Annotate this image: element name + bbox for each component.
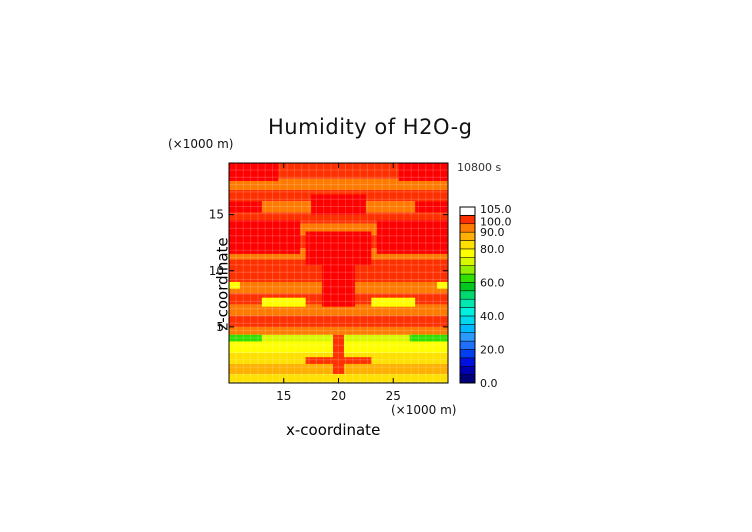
colorbar-segment	[459, 215, 476, 225]
humidity-patch	[371, 297, 416, 307]
humidity-band	[229, 304, 448, 316]
colorbar-segment	[459, 307, 476, 317]
y-axis-ticks: 5 10 15	[209, 208, 448, 334]
humidity-band	[229, 326, 448, 335]
colorbar-segment	[459, 298, 476, 308]
x-tick-label: 25	[386, 389, 401, 403]
colorbar-label: 90.0	[480, 226, 505, 239]
colorbar-label: 105.0	[480, 203, 512, 216]
humidity-patch	[229, 201, 262, 213]
humidity-patch	[398, 163, 448, 181]
humidity-band	[229, 315, 448, 327]
y-tick-label: 15	[209, 208, 224, 222]
humidity-patch	[229, 334, 262, 342]
x-tick-label: 20	[331, 389, 346, 403]
humidity-patch	[376, 220, 448, 254]
colorbar-segment	[459, 290, 476, 300]
x-axis-ticks: 15 20 25	[276, 163, 401, 403]
colorbar-segment	[459, 248, 476, 258]
colorbar-segment	[459, 374, 476, 384]
colorbar-label: 60.0	[480, 276, 505, 289]
humidity-patch	[437, 281, 448, 289]
colorbar-segment	[459, 223, 476, 233]
humidity-band	[229, 212, 448, 224]
colorbar-segment	[459, 273, 476, 283]
colorbar-segment	[459, 357, 476, 367]
colorbar-segment	[459, 240, 476, 250]
humidity-patch	[305, 357, 372, 364]
chart-title: Humidity of H2O-g	[268, 115, 473, 139]
humidity-band	[229, 223, 448, 235]
colorbar-frame	[459, 206, 476, 384]
humidity-patch	[311, 194, 366, 215]
x-axis-unit: (×1000 m)	[391, 403, 457, 417]
humidity-patch	[409, 334, 448, 342]
colorbar-label: 80.0	[480, 243, 505, 256]
colorbar-segment	[459, 315, 476, 325]
colorbar-segment	[459, 282, 476, 292]
y-axis-unit: (×1000 m)	[168, 137, 234, 151]
humidity-patch	[305, 231, 372, 266]
colorbar-segment	[459, 324, 476, 333]
y-tick-label: 5	[216, 320, 224, 334]
x-axis-label: x-coordinate	[286, 421, 381, 439]
humidity-patch	[261, 297, 306, 307]
colorbar-segment	[459, 265, 476, 275]
colorbar-segment	[459, 349, 476, 359]
y-tick-label: 10	[209, 264, 224, 278]
colorbar-label: 40.0	[480, 310, 505, 323]
humidity-patch	[322, 265, 355, 307]
x-tick-label: 15	[276, 389, 291, 403]
colorbar-segment	[459, 332, 476, 342]
humidity-patch	[229, 220, 301, 254]
humidity-patch	[229, 341, 317, 353]
colorbar-label: 100.0	[480, 215, 512, 228]
colorbar-segment	[459, 257, 476, 266]
colorbar-top-segment	[459, 206, 476, 216]
time-label: 10800 s	[457, 161, 502, 174]
contour-field	[229, 163, 448, 383]
colorbar-segment	[459, 365, 476, 375]
humidity-patch	[415, 201, 448, 213]
humidity-patch	[360, 341, 448, 353]
colorbar-label: 20.0	[480, 343, 505, 356]
humidity-patch	[229, 281, 240, 289]
humidity-patch	[229, 163, 279, 181]
humidity-band	[229, 178, 448, 190]
colorbar-segment	[459, 231, 476, 241]
colorbar-label: 0.0	[480, 377, 498, 390]
colorbar-segment	[459, 340, 476, 350]
humidity-patch	[333, 334, 344, 375]
